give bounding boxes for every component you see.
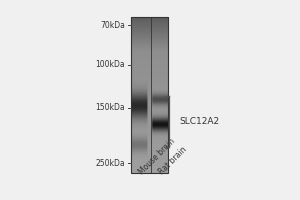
Text: 150kDa: 150kDa xyxy=(95,103,125,112)
Text: 70kDa: 70kDa xyxy=(100,21,125,30)
Bar xyxy=(131,17,168,173)
Text: SLC12A2: SLC12A2 xyxy=(180,117,220,126)
Text: Rat brain: Rat brain xyxy=(158,144,189,176)
Text: Mouse brain: Mouse brain xyxy=(136,136,176,176)
Text: 250kDa: 250kDa xyxy=(95,159,125,168)
Text: 100kDa: 100kDa xyxy=(95,60,125,69)
